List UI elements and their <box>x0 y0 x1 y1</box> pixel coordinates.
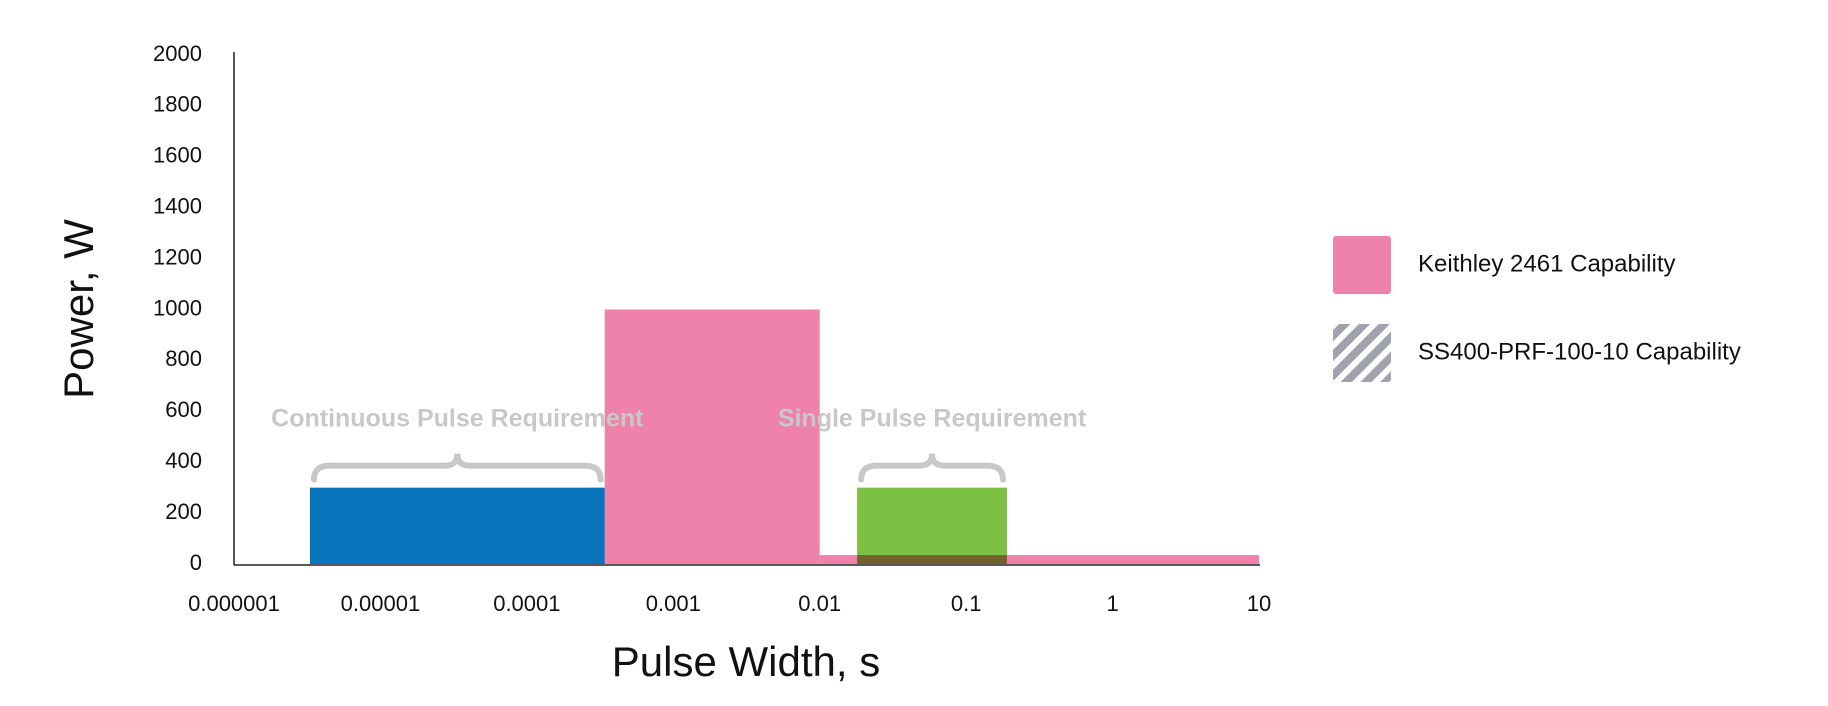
y-tick-label: 1000 <box>153 295 202 320</box>
brace <box>310 453 604 483</box>
legend-label: SS400-PRF-100-10 Capability <box>1418 338 1741 365</box>
y-tick-label: 400 <box>165 448 202 473</box>
requirement-bar <box>309 487 605 564</box>
y-tick-label: 600 <box>165 397 202 422</box>
legend-swatch <box>1333 236 1391 294</box>
legend-swatch <box>1333 324 1391 382</box>
x-axis-title: Pulse Width, s <box>612 638 880 685</box>
legend-label: Keithley 2461 Capability <box>1418 250 1676 277</box>
x-tick-label: 10 <box>1247 591 1271 616</box>
y-tick-label: 1800 <box>153 92 202 117</box>
requirement-label: Continuous Pulse Requirement <box>271 405 644 433</box>
y-tick-label: 200 <box>165 499 202 524</box>
x-tick-label: 1 <box>1106 591 1118 616</box>
x-tick-label: 0.00001 <box>341 591 421 616</box>
x-tick-label: 0.001 <box>646 591 701 616</box>
x-tick-label: 0.0001 <box>493 591 560 616</box>
requirement-label: Single Pulse Requirement <box>778 405 1087 433</box>
y-tick-label: 1600 <box>153 143 202 168</box>
y-tick-label: 1200 <box>153 244 202 269</box>
y-tick-label: 0 <box>190 550 202 575</box>
x-tick-label: 0.000001 <box>188 591 280 616</box>
y-tick-label: 800 <box>165 346 202 371</box>
y-axis-title: Power, W <box>55 219 102 399</box>
capability-bar <box>819 555 1259 564</box>
x-tick-label: 0.01 <box>798 591 841 616</box>
brace <box>858 453 1006 483</box>
y-tick-label: 2000 <box>153 41 202 66</box>
x-tick-label: 0.1 <box>951 591 982 616</box>
requirement-bar <box>857 487 1007 564</box>
y-tick-label: 1400 <box>153 194 202 219</box>
capability-bar <box>604 309 820 564</box>
